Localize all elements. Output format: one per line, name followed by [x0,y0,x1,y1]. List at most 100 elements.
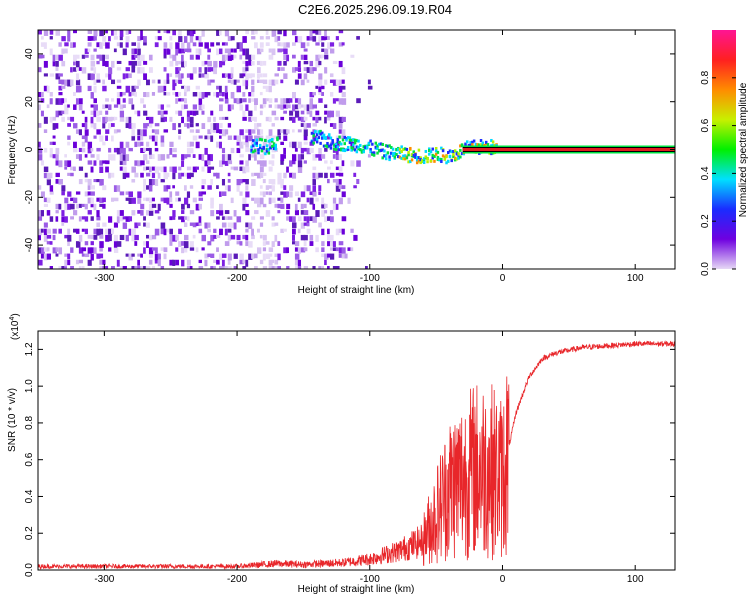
spectrogram-cell [256,79,260,84]
spectrogram-cell [315,60,320,68]
spectrogram-cell [239,259,244,265]
spectrogram-cell [332,60,338,65]
spectrogram-trace-cell [329,136,333,140]
spectrogram-cell [315,234,319,242]
spectrogram-cell [335,247,339,252]
spectrogram-cell [38,92,42,98]
spectrogram-cell [52,141,56,145]
spectrogram-cell [143,216,146,221]
spectrogram-cell [73,210,78,216]
spectrogram-cell [137,54,141,61]
spectrogram-cell [146,266,151,269]
spectrogram-cell [256,60,262,66]
spectrogram-cell [204,135,209,140]
spectrogram-cell [286,166,289,173]
spectrogram-cell [286,216,291,221]
spectrogram-cell [96,210,100,217]
spectrogram-cell [143,166,148,171]
spectrogram-cell [309,60,314,67]
spectrogram-cell [90,104,95,108]
spectrogram-cell [113,116,118,121]
spectrogram-cell [105,160,110,165]
spectrogram-cell [294,79,299,85]
spectrogram-trace-cell [274,146,277,150]
spectrogram-cell [172,216,176,220]
spectrogram-cell [236,216,242,223]
spectrogram-cell [303,185,309,192]
spectrogram-cell [210,253,215,258]
spectrogram-cell [262,266,268,269]
spectrogram-x-axis: -300 -200 -100 0 100 [94,30,644,284]
spectrogram-cell [172,185,175,189]
spectrogram-cell [186,147,191,154]
spectrogram-trace-cell [417,159,421,163]
spectrogram-cell [286,42,290,48]
spectrogram-cell [160,85,165,93]
spectrogram-trace-cell [276,138,279,142]
spectrogram-cell [262,179,266,184]
spectrogram-cell [303,123,308,130]
spectrogram-cell [312,266,316,269]
spectrogram-trace-cell [319,141,322,145]
spectrogram-cell [271,110,277,116]
spectrogram-cell [338,42,344,47]
spectrogram-cell [105,60,109,67]
spectrogram-cells [38,30,373,269]
snr-y-label: SNR (10 * v/v) [7,388,18,452]
spectrogram-cell [157,104,163,109]
spectrogram-trace-cell [381,142,384,146]
spectrogram-cell [40,228,44,233]
spectrogram-cell [189,222,194,226]
spectrogram-trace-cell [415,161,419,165]
spectrogram-cell [137,191,142,198]
spectrogram-cell [227,228,232,233]
spectrogram-cell [192,67,197,74]
spectrogram-cell [259,185,263,189]
spectrogram-cell [271,216,275,221]
spectrogram-cell [61,191,65,196]
spectrogram-cell [280,160,284,165]
spectrogram-cell [210,166,215,170]
spectrogram-cell [70,116,75,122]
spectrogram-cell [297,228,301,234]
spectrogram-trace-cell [321,131,324,135]
spectrogram-cell [61,222,65,226]
spectrogram-cell [239,98,243,104]
spectrogram-cell [146,241,149,248]
spectrogram-cell [227,36,233,42]
spectrogram-trace-cell [484,140,488,144]
spectrogram-cell [224,241,230,246]
spectrogram-cell [143,129,147,137]
spectrogram-cell [181,48,185,54]
spectrogram-trace-cell [267,139,271,143]
spectrogram-cell [166,73,170,80]
spectrogram-cell [172,234,177,242]
spectrogram-cell [73,141,77,149]
spectrogram-cell [116,241,122,247]
spectrogram-cell [40,54,45,59]
spectrogram-cell [172,154,177,158]
spectrogram-cell [341,85,346,90]
spectrogram-cell [321,48,325,52]
spectrogram-cell [151,92,156,96]
spectrogram-trace-cell [338,140,341,144]
spectrogram-cell [219,253,223,261]
spectrogram-cell [195,166,199,170]
spectrogram-cell [93,135,97,139]
spectrogram-cell [58,85,63,91]
spectrogram-cell [113,222,119,228]
spectrogram-cell [245,129,250,133]
spectrogram-cell [207,60,212,67]
spectrogram-trace-cell [402,157,405,161]
spectrogram-cell [306,42,310,47]
spectrogram-trace-cell [362,145,365,149]
spectrogram-trace-cell [388,158,391,162]
spectrogram-cell [58,110,63,116]
spectrogram-cell [154,147,159,152]
spectrogram-cell [55,54,60,61]
spectrogram-cell [67,104,70,108]
spectrogram-cell [327,179,330,184]
spectrogram-cell [143,247,146,254]
spectrogram-cell [367,154,371,158]
spectrogram-cell [292,116,296,123]
